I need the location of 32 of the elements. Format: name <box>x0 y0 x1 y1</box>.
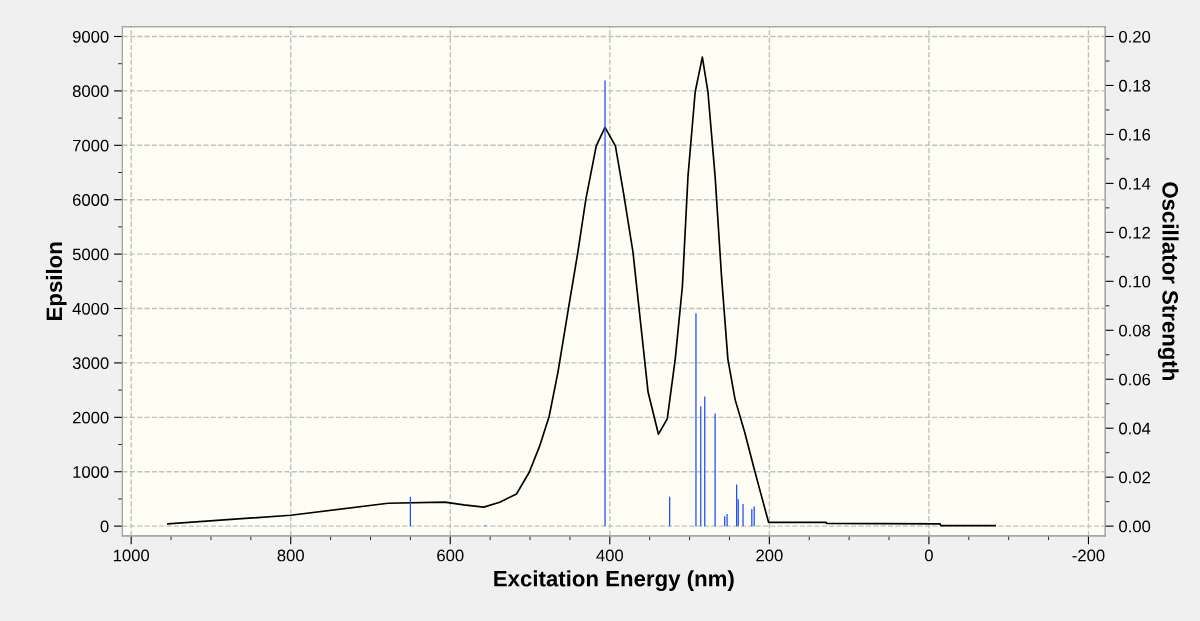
x-tick-label: 400 <box>596 549 624 562</box>
y-tick-label: 6000 <box>72 194 109 206</box>
y2-tick-label: 0.06 <box>1119 373 1151 386</box>
y-tick-label: 3000 <box>72 357 109 370</box>
y2-tick-label: 0.10 <box>1119 275 1151 288</box>
y-tick-label: 8000 <box>72 85 109 98</box>
x-tick-label: 200 <box>756 549 783 562</box>
y-tick-label: 0 <box>100 520 109 533</box>
y2-tick-label: 0.08 <box>1119 324 1151 337</box>
y2-tick-label: 0.20 <box>1119 30 1151 43</box>
y2-tick-label: 0.02 <box>1119 471 1150 484</box>
y-tick-label: 7000 <box>72 139 109 152</box>
y-tick-label: 9000 <box>72 30 109 43</box>
x-tick-label: -200 <box>1072 549 1105 562</box>
y-tick-label: 4000 <box>72 302 109 315</box>
x-tick-label: 600 <box>437 549 464 562</box>
y2-tick-label: 0.12 <box>1119 226 1150 239</box>
y-tick-label: 2000 <box>72 411 109 424</box>
y2-tick-label: 0.14 <box>1119 177 1151 190</box>
x-axis-title: Excitation Energy (nm) <box>494 570 734 592</box>
x-tick-label: 800 <box>277 549 304 562</box>
y-tick-label: 5000 <box>72 248 109 261</box>
y2-tick-label: 0.00 <box>1119 520 1151 533</box>
y-tick-label: 1000 <box>73 466 109 478</box>
x-tick-label: 0 <box>924 549 933 562</box>
y-axis-title: Epsilon <box>45 242 67 320</box>
y2-axis-title: Oscillator Strength <box>1157 182 1179 380</box>
y2-tick-label: 0.16 <box>1119 128 1151 141</box>
line-series <box>167 56 996 527</box>
x-tick-label: 1000 <box>113 549 150 562</box>
y2-tick-label: 0.04 <box>1119 422 1151 435</box>
y2-tick-label: 0.18 <box>1119 79 1151 92</box>
